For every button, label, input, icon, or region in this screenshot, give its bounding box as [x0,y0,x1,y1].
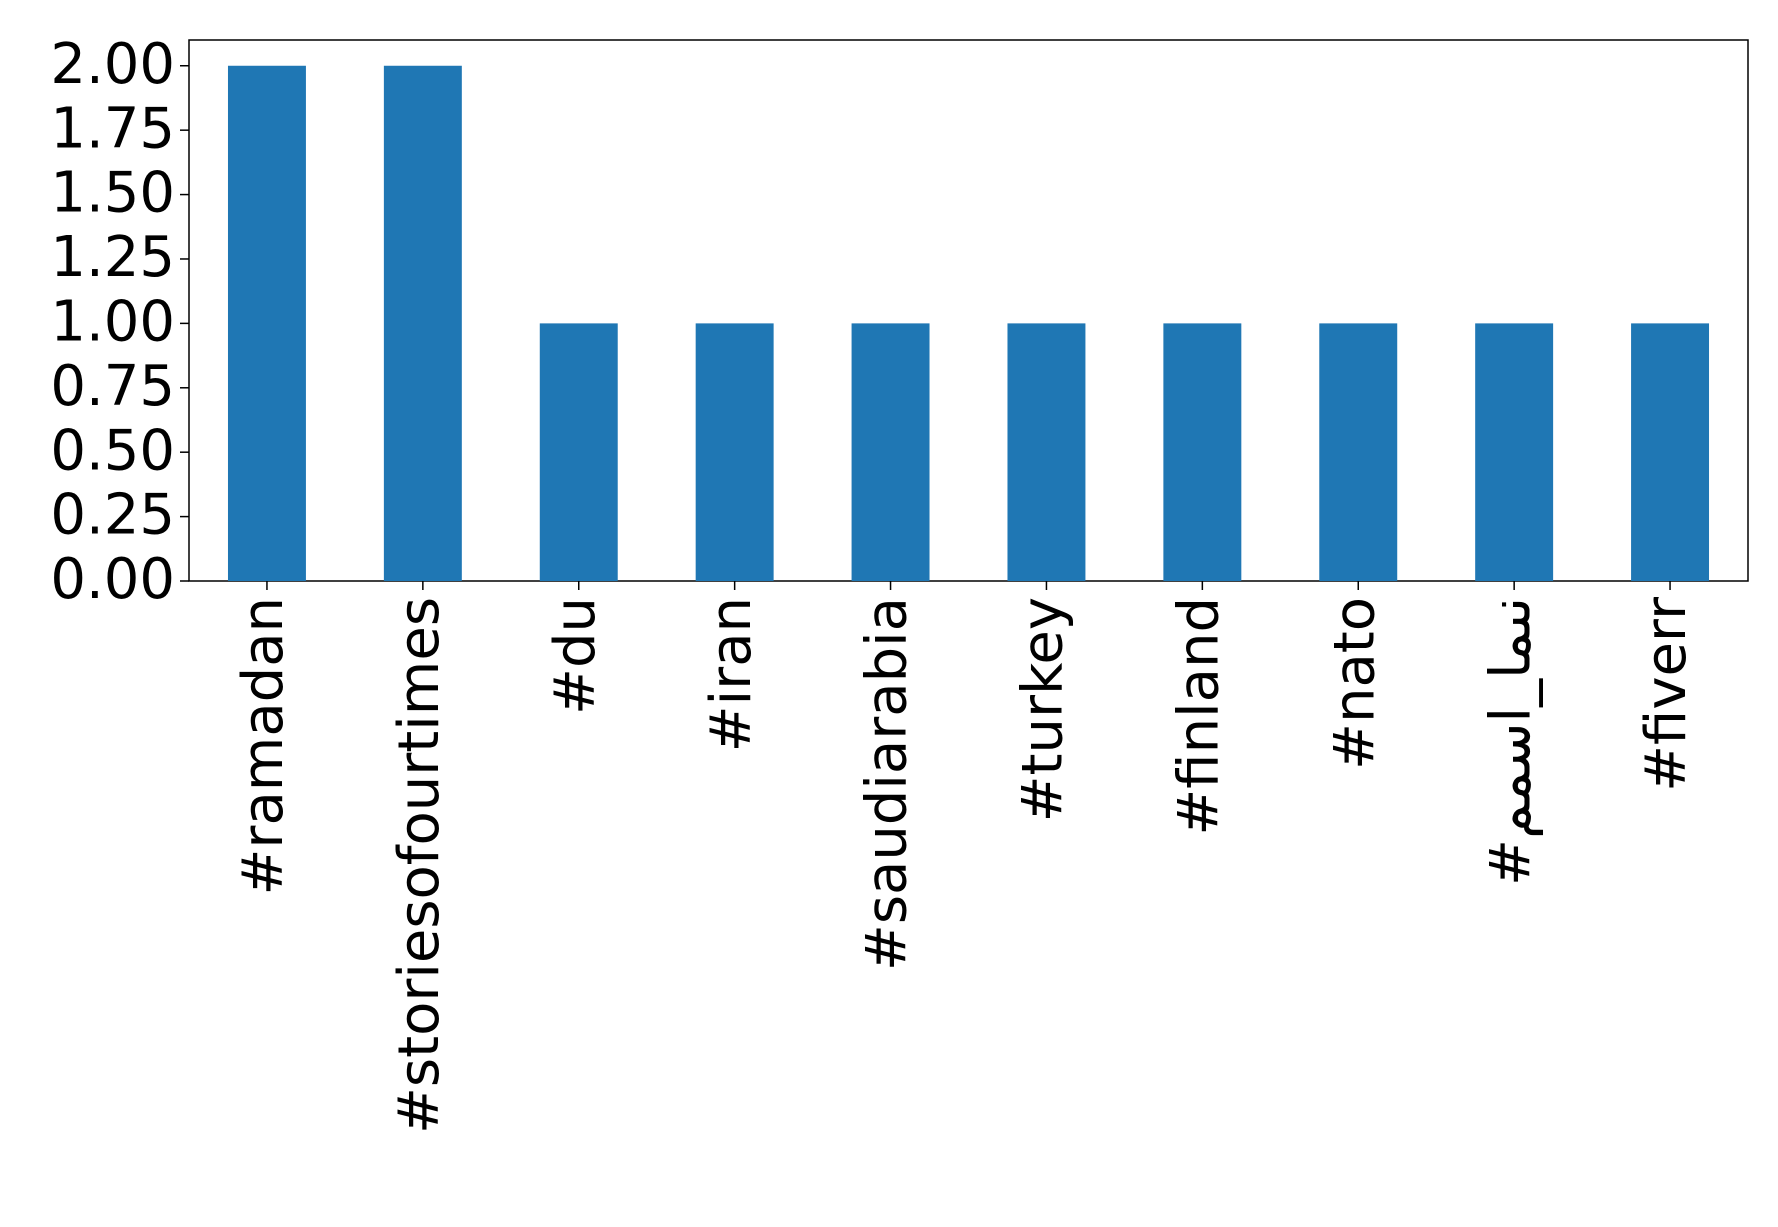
bar [1319,323,1398,581]
x-tick-label: #finland [1166,597,1231,836]
y-tick-label: 1.00 [50,290,175,355]
y-tick-label: 0.00 [50,547,175,612]
x-tick-label: #nato [1322,597,1387,770]
bar [1163,323,1242,581]
y-tick-label: 0.75 [50,354,175,419]
y-tick-label: 0.50 [50,418,175,483]
bar [851,323,930,581]
y-tick-label: 1.25 [50,225,175,290]
y-tick-label: 2.00 [50,32,175,97]
x-tick-label: #fiverr [1634,596,1699,792]
y-tick-label: 1.50 [50,161,175,226]
x-tick-label: #du [543,597,608,715]
x-tick-label: #turkey [1011,597,1076,822]
x-tick-label: #ممسا_امىن [1478,597,1543,886]
x-tick-label: #ramadan [231,597,296,895]
bar [227,65,306,581]
x-tick-label: #iran [699,597,764,752]
bar [1475,323,1554,581]
y-tick-label: 0.25 [50,483,175,548]
bar [1631,323,1710,581]
bar [383,65,462,581]
bar [695,323,774,581]
bar [1007,323,1086,581]
y-tick-label: 1.75 [50,96,175,161]
plot-frame [188,39,1749,582]
bar [539,323,618,581]
x-tick-label: #saudiarabia [855,597,920,971]
x-tick-label: #storiesofourtimes [387,597,452,1134]
